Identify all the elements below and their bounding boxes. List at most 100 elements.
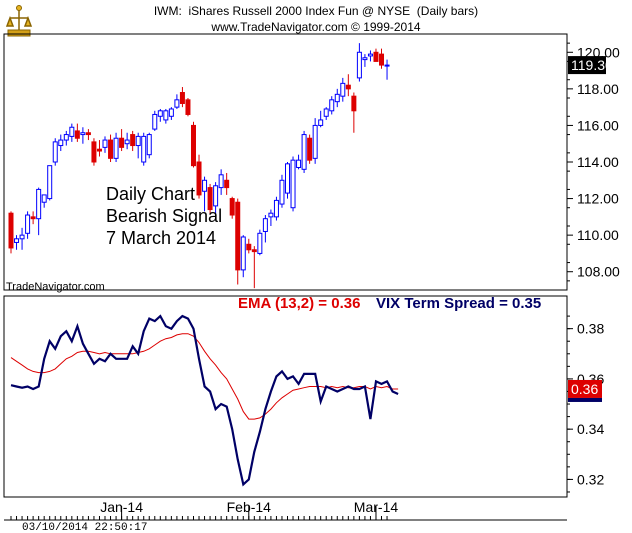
chart-annotation-line: Bearish Signal (106, 206, 222, 226)
candle-body (356, 51, 362, 79)
candle-body (41, 194, 47, 203)
price-y-tick-label: 114.00 (577, 154, 619, 170)
candle-body (296, 159, 302, 168)
last-value-box (568, 379, 602, 398)
candle-body (74, 130, 80, 139)
x-axis-label: Feb-14 (227, 499, 272, 515)
candle-body (290, 159, 296, 209)
last-value-label: 0.36 (571, 381, 598, 397)
candle-body (202, 179, 208, 192)
candle-body (235, 201, 241, 271)
candle-body (19, 234, 25, 240)
candle-body (340, 82, 346, 97)
candle-body (345, 84, 351, 90)
ema-legend: EMA (13,2) = 0.36 (238, 295, 360, 312)
candle-body (251, 249, 257, 253)
candle-body (47, 165, 53, 200)
candle-body (262, 218, 268, 232)
candle-body (268, 212, 274, 218)
candle-body (196, 161, 202, 196)
candle-body (58, 139, 64, 147)
vix-term-spread-line (10, 314, 399, 487)
candle-body (190, 124, 196, 167)
candle-body (146, 134, 152, 156)
candle-body (318, 119, 324, 126)
candle-body (279, 179, 285, 205)
price-panel-frame (3, 33, 568, 291)
indicator-y-tick-label: 0.34 (577, 421, 604, 437)
indicator-y-tick-label: 0.32 (577, 471, 604, 487)
candle-body (80, 132, 86, 136)
candle-body (351, 95, 357, 112)
candle-body (163, 110, 169, 121)
candle-body (367, 53, 373, 57)
candle-body (224, 179, 230, 189)
last-value-box-underline (568, 397, 602, 402)
candle-body (207, 187, 213, 211)
candle-body (334, 93, 340, 103)
candle-body (185, 99, 191, 115)
candle-body (30, 216, 36, 220)
candle-body (91, 141, 97, 163)
candle-body (63, 134, 69, 141)
candle-body (124, 139, 130, 145)
candle-body (8, 212, 14, 249)
candle-body (273, 199, 279, 218)
candle-body (25, 214, 31, 234)
candle-body (379, 53, 385, 66)
indicator-panel-frame (3, 295, 568, 498)
candle-body (362, 57, 368, 61)
candle-body (36, 188, 42, 220)
candle-body (384, 64, 390, 67)
x-axis-label: Mar-14 (354, 499, 399, 515)
candle-body (246, 243, 252, 251)
chart-title: IWM: iShares Russell 2000 Index Fun @ NY… (153, 4, 479, 18)
candle-body (323, 108, 329, 117)
candle-body (174, 99, 180, 108)
candle-body (240, 236, 246, 271)
candle-body (213, 185, 219, 207)
candle-body (301, 134, 307, 170)
last-price-label: 119.30 (571, 57, 613, 73)
vix-legend: VIX Term Spread = 0.35 (376, 295, 541, 312)
candle-body (218, 174, 224, 189)
ema-line (10, 333, 399, 420)
candle-body (229, 198, 235, 216)
candle-body (113, 137, 119, 159)
candle-body (329, 99, 335, 112)
price-y-tick-label: 116.00 (577, 117, 619, 133)
candle-body (152, 113, 158, 130)
candle-body (102, 139, 108, 148)
candle-body (157, 110, 163, 117)
candle-body (135, 135, 141, 147)
candle-body (130, 134, 136, 147)
x-axis-label: Jan-14 (100, 499, 143, 515)
candle-body (52, 141, 58, 163)
trade-navigator-logo-icon (4, 4, 34, 38)
watermark-text: TradeNavigator.com (6, 281, 105, 293)
candle-body (85, 132, 91, 136)
timestamp: 03/10/2014 22:50:17 (22, 522, 147, 533)
candle-body (69, 126, 75, 137)
candle-body (179, 92, 185, 104)
price-y-tick-label: 110.00 (577, 227, 619, 243)
price-y-tick-label: 118.00 (577, 81, 619, 97)
chart-subtitle: www.TradeNavigator.com © 1999-2014 (211, 20, 421, 34)
indicator-y-tick-label: 0.38 (577, 321, 604, 337)
last-price-box (568, 56, 606, 75)
candle-body (312, 124, 318, 159)
candle-body (108, 139, 114, 159)
candle-body (119, 137, 125, 148)
candle-body (307, 137, 313, 161)
chart-annotation-line: Daily Chart (106, 184, 195, 204)
price-y-tick-label: 108.00 (577, 264, 620, 280)
chart-annotation-line: 7 March 2014 (106, 228, 216, 248)
candle-body (373, 51, 379, 62)
candle-body (168, 108, 174, 117)
candle-body (257, 232, 263, 254)
candle-body (285, 163, 290, 194)
candle-body (141, 135, 147, 163)
price-y-tick-label: 112.00 (577, 191, 619, 207)
candle-body (96, 148, 102, 152)
